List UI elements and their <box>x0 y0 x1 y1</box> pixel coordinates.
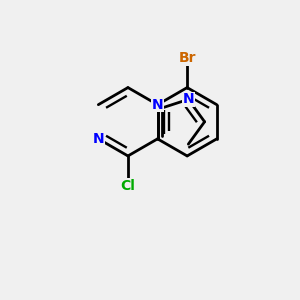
Text: N: N <box>92 132 104 146</box>
Text: N: N <box>152 98 164 112</box>
Text: Cl: Cl <box>121 179 135 193</box>
Text: Br: Br <box>178 51 196 65</box>
Text: N: N <box>182 92 194 106</box>
